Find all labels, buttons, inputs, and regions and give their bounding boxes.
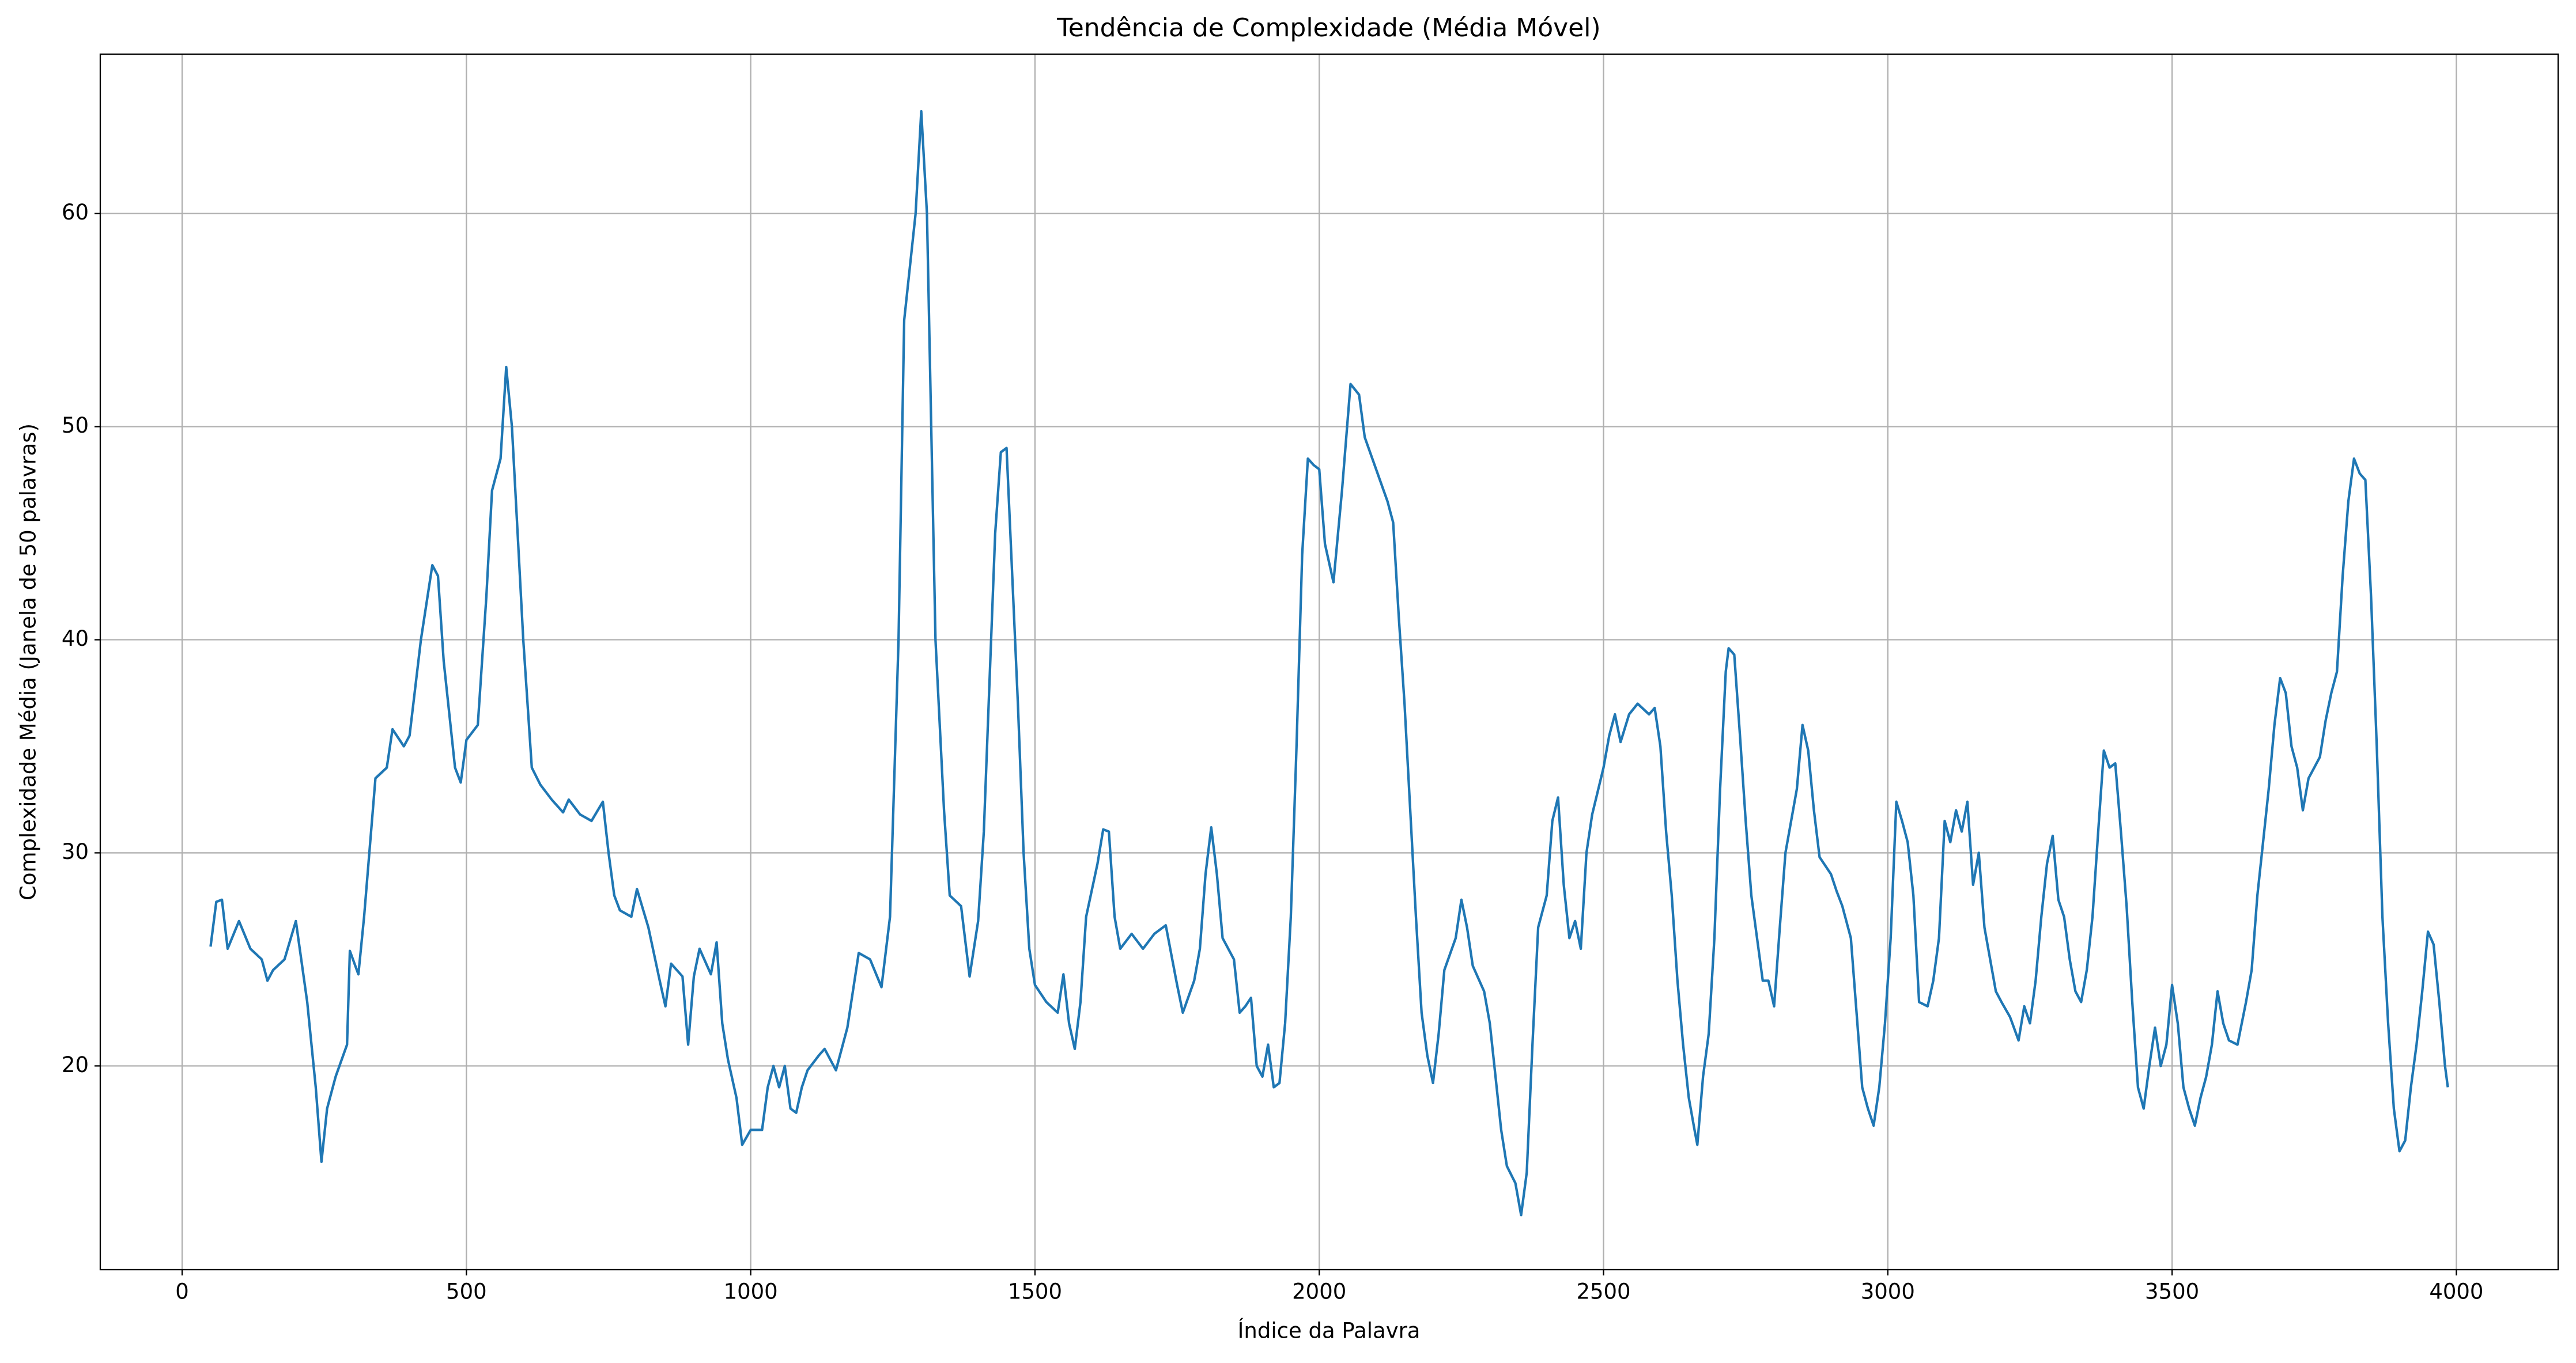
y-tick-label: 30 xyxy=(62,839,89,864)
x-tick-label: 500 xyxy=(446,1279,487,1304)
x-tick-label: 0 xyxy=(175,1279,189,1304)
chart-title: Tendência de Complexidade (Média Móvel) xyxy=(1056,13,1600,43)
x-tick-label: 1000 xyxy=(724,1279,778,1304)
x-tick-label: 4000 xyxy=(2429,1279,2483,1304)
x-axis-label: Índice da Palavra xyxy=(1238,1318,1421,1343)
plot-frame xyxy=(99,53,2559,1271)
x-tick-label: 3000 xyxy=(1861,1279,1915,1304)
x-tick-label: 2000 xyxy=(1292,1279,1346,1304)
x-tick-label: 2500 xyxy=(1576,1279,1630,1304)
y-tick-label: 20 xyxy=(62,1052,89,1077)
y-tick-label: 50 xyxy=(62,413,89,438)
data-line xyxy=(209,109,2449,1217)
y-axis-label: Complexidade Média (Janela de 50 palavra… xyxy=(16,423,41,900)
x-tick-label: 1500 xyxy=(1008,1279,1062,1304)
y-tick-label: 60 xyxy=(62,200,89,225)
y-tick-label: 40 xyxy=(62,626,89,651)
x-tick-label: 3500 xyxy=(2145,1279,2199,1304)
